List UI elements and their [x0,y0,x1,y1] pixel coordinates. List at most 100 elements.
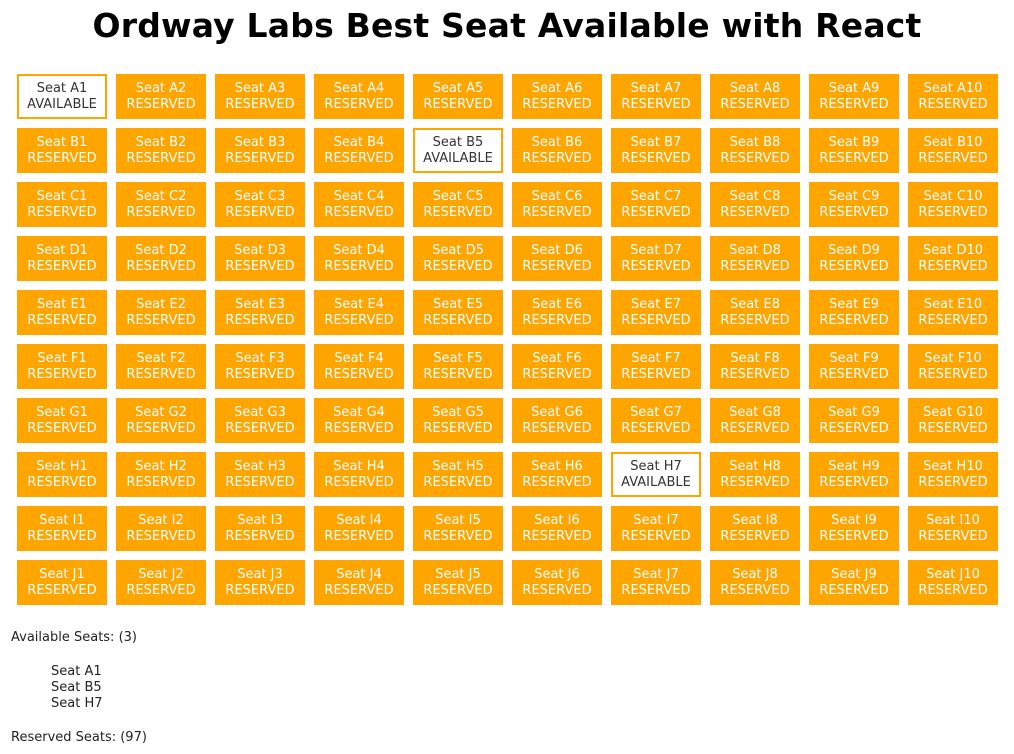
seat-e5[interactable]: Seat E5 RESERVED [413,290,503,335]
seat-e10[interactable]: Seat E10 RESERVED [908,290,998,335]
seat-e6[interactable]: Seat E6 RESERVED [512,290,602,335]
seat-e2[interactable]: Seat E2 RESERVED [116,290,206,335]
seat-g8[interactable]: Seat G8 RESERVED [710,398,800,443]
seat-a1[interactable]: Seat A1 AVAILABLE [17,74,107,119]
seat-b5[interactable]: Seat B5 AVAILABLE [413,128,503,173]
seat-b3[interactable]: Seat B3 RESERVED [215,128,305,173]
seat-c6[interactable]: Seat C6 RESERVED [512,182,602,227]
seat-e1[interactable]: Seat E1 RESERVED [17,290,107,335]
seat-e3[interactable]: Seat E3 RESERVED [215,290,305,335]
seat-g6[interactable]: Seat G6 RESERVED [512,398,602,443]
seat-c10[interactable]: Seat C10 RESERVED [908,182,998,227]
seat-h4[interactable]: Seat H4 RESERVED [314,452,404,497]
seat-d1[interactable]: Seat D1 RESERVED [17,236,107,281]
seat-d9[interactable]: Seat D9 RESERVED [809,236,899,281]
seat-i2[interactable]: Seat I2 RESERVED [116,506,206,551]
seat-i9[interactable]: Seat I9 RESERVED [809,506,899,551]
seat-g3[interactable]: Seat G3 RESERVED [215,398,305,443]
seat-a7[interactable]: Seat A7 RESERVED [611,74,701,119]
seat-j5[interactable]: Seat J5 RESERVED [413,560,503,605]
seat-f10[interactable]: Seat F10 RESERVED [908,344,998,389]
seat-c7[interactable]: Seat C7 RESERVED [611,182,701,227]
seat-b8[interactable]: Seat B8 RESERVED [710,128,800,173]
seat-h1[interactable]: Seat H1 RESERVED [17,452,107,497]
seat-b1[interactable]: Seat B1 RESERVED [17,128,107,173]
seat-g2[interactable]: Seat G2 RESERVED [116,398,206,443]
seat-g1[interactable]: Seat G1 RESERVED [17,398,107,443]
seat-j3[interactable]: Seat J3 RESERVED [215,560,305,605]
seat-b6[interactable]: Seat B6 RESERVED [512,128,602,173]
seat-j9[interactable]: Seat J9 RESERVED [809,560,899,605]
seat-d5[interactable]: Seat D5 RESERVED [413,236,503,281]
seat-d8[interactable]: Seat D8 RESERVED [710,236,800,281]
seat-f9[interactable]: Seat F9 RESERVED [809,344,899,389]
seat-h6[interactable]: Seat H6 RESERVED [512,452,602,497]
seat-h2[interactable]: Seat H2 RESERVED [116,452,206,497]
seat-a8[interactable]: Seat A8 RESERVED [710,74,800,119]
seat-i10[interactable]: Seat I10 RESERVED [908,506,998,551]
seat-i3[interactable]: Seat I3 RESERVED [215,506,305,551]
seat-f8[interactable]: Seat F8 RESERVED [710,344,800,389]
seat-j4[interactable]: Seat J4 RESERVED [314,560,404,605]
seat-d10[interactable]: Seat D10 RESERVED [908,236,998,281]
seat-g5[interactable]: Seat G5 RESERVED [413,398,503,443]
seat-a5[interactable]: Seat A5 RESERVED [413,74,503,119]
seat-b10[interactable]: Seat B10 RESERVED [908,128,998,173]
seat-b4[interactable]: Seat B4 RESERVED [314,128,404,173]
seat-c8[interactable]: Seat C8 RESERVED [710,182,800,227]
seat-a9[interactable]: Seat A9 RESERVED [809,74,899,119]
seat-f3[interactable]: Seat F3 RESERVED [215,344,305,389]
seat-c5[interactable]: Seat C5 RESERVED [413,182,503,227]
seat-a6[interactable]: Seat A6 RESERVED [512,74,602,119]
seat-j10[interactable]: Seat J10 RESERVED [908,560,998,605]
seat-f1[interactable]: Seat F1 RESERVED [17,344,107,389]
seat-h8[interactable]: Seat H8 RESERVED [710,452,800,497]
seat-i7[interactable]: Seat I7 RESERVED [611,506,701,551]
seat-h10[interactable]: Seat H10 RESERVED [908,452,998,497]
seat-e9[interactable]: Seat E9 RESERVED [809,290,899,335]
seat-f5[interactable]: Seat F5 RESERVED [413,344,503,389]
seat-j7[interactable]: Seat J7 RESERVED [611,560,701,605]
seat-i4[interactable]: Seat I4 RESERVED [314,506,404,551]
seat-c3[interactable]: Seat C3 RESERVED [215,182,305,227]
seat-a4[interactable]: Seat A4 RESERVED [314,74,404,119]
seat-d7[interactable]: Seat D7 RESERVED [611,236,701,281]
seat-g4[interactable]: Seat G4 RESERVED [314,398,404,443]
seat-g10[interactable]: Seat G10 RESERVED [908,398,998,443]
seat-b7[interactable]: Seat B7 RESERVED [611,128,701,173]
seat-i6[interactable]: Seat I6 RESERVED [512,506,602,551]
seat-h9[interactable]: Seat H9 RESERVED [809,452,899,497]
seat-f2[interactable]: Seat F2 RESERVED [116,344,206,389]
seat-f7[interactable]: Seat F7 RESERVED [611,344,701,389]
seat-j2[interactable]: Seat J2 RESERVED [116,560,206,605]
seat-h7[interactable]: Seat H7 AVAILABLE [611,452,701,497]
seat-c4[interactable]: Seat C4 RESERVED [314,182,404,227]
seat-a3[interactable]: Seat A3 RESERVED [215,74,305,119]
seat-a2[interactable]: Seat A2 RESERVED [116,74,206,119]
seat-d2[interactable]: Seat D2 RESERVED [116,236,206,281]
seat-c1[interactable]: Seat C1 RESERVED [17,182,107,227]
seat-c2[interactable]: Seat C2 RESERVED [116,182,206,227]
seat-i8[interactable]: Seat I8 RESERVED [710,506,800,551]
seat-e8[interactable]: Seat E8 RESERVED [710,290,800,335]
seat-h5[interactable]: Seat H5 RESERVED [413,452,503,497]
seat-d4[interactable]: Seat D4 RESERVED [314,236,404,281]
seat-b9[interactable]: Seat B9 RESERVED [809,128,899,173]
seat-b2[interactable]: Seat B2 RESERVED [116,128,206,173]
seat-a10[interactable]: Seat A10 RESERVED [908,74,998,119]
seat-i1[interactable]: Seat I1 RESERVED [17,506,107,551]
seat-f6[interactable]: Seat F6 RESERVED [512,344,602,389]
seat-d6[interactable]: Seat D6 RESERVED [512,236,602,281]
seat-c9[interactable]: Seat C9 RESERVED [809,182,899,227]
seat-d3[interactable]: Seat D3 RESERVED [215,236,305,281]
seat-h3[interactable]: Seat H3 RESERVED [215,452,305,497]
seat-j6[interactable]: Seat J6 RESERVED [512,560,602,605]
seat-f4[interactable]: Seat F4 RESERVED [314,344,404,389]
seat-e7[interactable]: Seat E7 RESERVED [611,290,701,335]
seat-j1[interactable]: Seat J1 RESERVED [17,560,107,605]
seat-j8[interactable]: Seat J8 RESERVED [710,560,800,605]
seat-g7[interactable]: Seat G7 RESERVED [611,398,701,443]
seat-i5[interactable]: Seat I5 RESERVED [413,506,503,551]
seat-e4[interactable]: Seat E4 RESERVED [314,290,404,335]
seat-g9[interactable]: Seat G9 RESERVED [809,398,899,443]
